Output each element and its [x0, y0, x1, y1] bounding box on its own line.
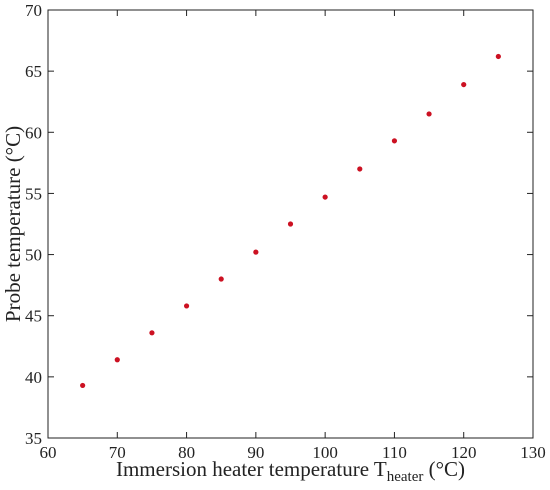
y-tick-label: 50: [25, 246, 42, 265]
data-point: [495, 53, 501, 60]
data-point: [218, 276, 224, 282]
x-tick-label: 110: [382, 443, 407, 462]
x-axis-title-subscript: heater: [387, 469, 424, 485]
x-axis-title: Immersion heater temperature Theater (°C…: [116, 457, 465, 485]
x-tick-label: 130: [520, 443, 546, 462]
data-point: [426, 111, 432, 117]
data-point: [287, 221, 294, 227]
x-tick-label: 120: [451, 443, 477, 462]
data-points: [80, 53, 501, 389]
data-point: [357, 166, 363, 172]
x-tick-label: 70: [109, 443, 126, 462]
x-axis-title-main: Immersion heater temperature T: [116, 457, 387, 481]
x-axis-title-suffix: (°C): [423, 457, 465, 481]
data-point: [253, 249, 259, 255]
y-tick-label: 60: [25, 123, 42, 142]
plot-area-frame: [47, 9, 534, 439]
data-point: [149, 330, 155, 336]
x-tick-label: 100: [312, 443, 338, 462]
y-tick-label: 35: [25, 429, 42, 448]
y-tick-label: 65: [25, 62, 42, 81]
x-tick-label: 80: [178, 443, 195, 462]
data-point: [391, 138, 398, 144]
data-point: [322, 194, 328, 200]
data-point: [461, 81, 467, 88]
data-point: [183, 303, 190, 309]
y-tick-label: 55: [25, 184, 42, 203]
y-tick-label: 40: [25, 368, 42, 387]
y-axis-title: Probe temperature (°C): [1, 126, 25, 322]
data-point: [80, 382, 86, 389]
data-point: [114, 357, 120, 363]
y-tick-label: 70: [25, 1, 42, 20]
x-tick-label: 90: [247, 443, 264, 462]
x-tick-label: 60: [40, 443, 57, 462]
y-tick-label: 45: [25, 307, 42, 326]
axis-ticks: 60 70 80 90 100 110 120 130 35 40 45 50 55 60 65 70: [25, 1, 546, 462]
